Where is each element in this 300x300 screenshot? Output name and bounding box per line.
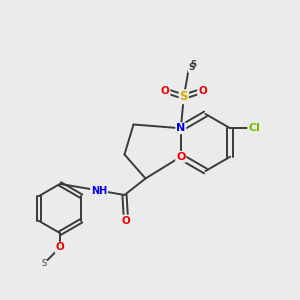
Text: NH: NH — [91, 185, 107, 196]
Text: O: O — [176, 152, 185, 162]
Text: S: S — [191, 60, 197, 69]
Text: O: O — [161, 86, 170, 96]
Text: O: O — [122, 215, 130, 226]
Text: S: S — [42, 259, 47, 268]
Text: S: S — [189, 63, 195, 72]
Text: O: O — [198, 86, 207, 96]
Text: N: N — [176, 123, 185, 133]
Text: S: S — [180, 90, 188, 103]
Text: Cl: Cl — [248, 123, 260, 133]
Text: O: O — [56, 242, 64, 253]
